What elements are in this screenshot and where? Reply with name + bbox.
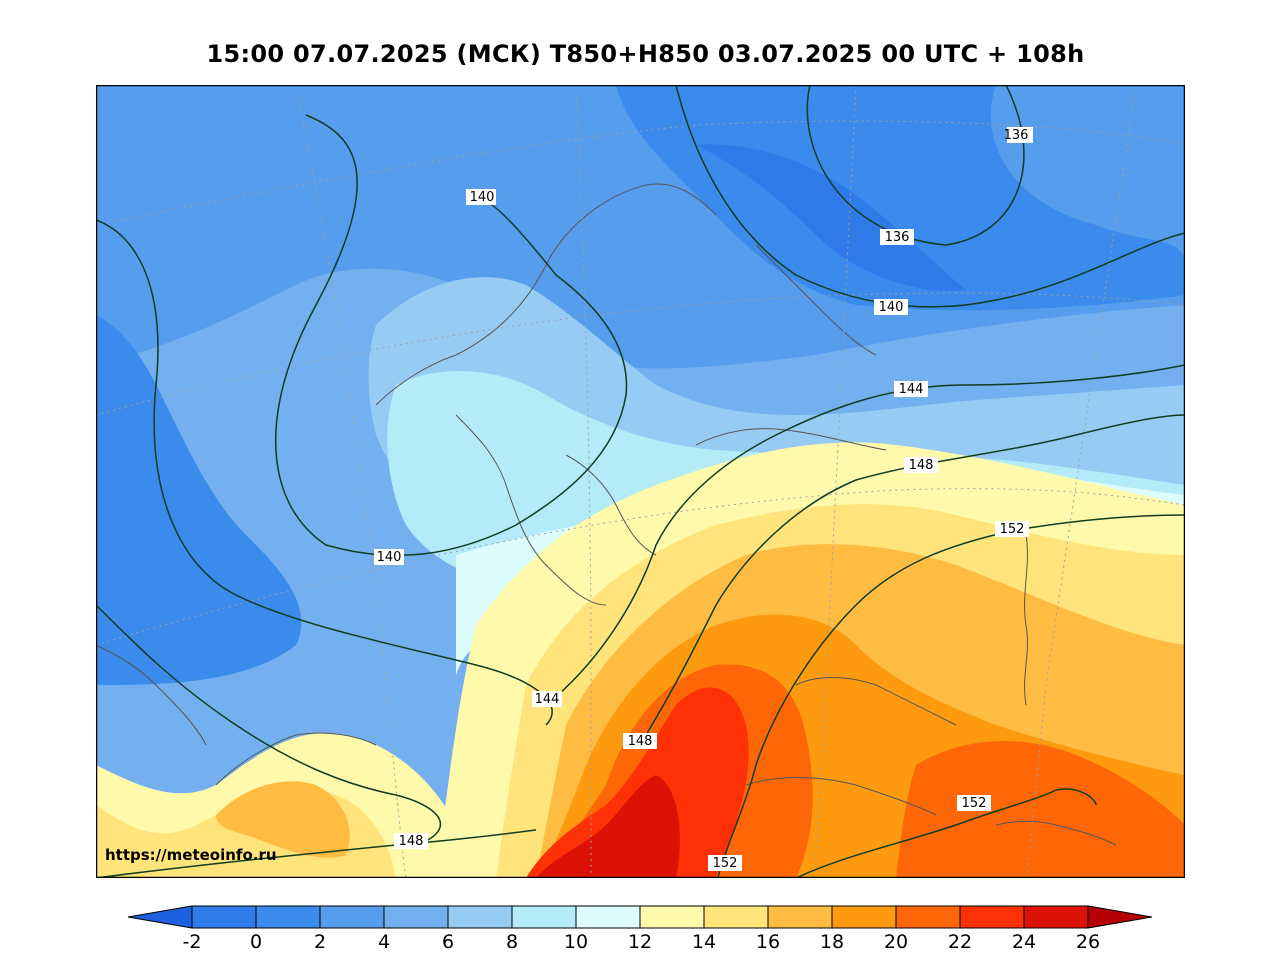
contour-labels: 136 136 140 140 140 144 144 148 148 148 … [374, 127, 1033, 871]
field-southwest-3 [216, 781, 350, 858]
field-warm-26 [536, 775, 680, 878]
contours [96, 85, 1185, 878]
colorbar-swatch [575, 905, 641, 929]
colorbar-swatch [703, 905, 769, 929]
field-core-cold [696, 144, 966, 291]
field-coldest-north [616, 85, 1185, 311]
temperature-map: 136 136 140 140 140 144 144 148 148 148 … [96, 85, 1185, 878]
colorbar-tick-label: 26 [1076, 931, 1100, 953]
contour-label: 152 [713, 856, 738, 871]
contour-label: 152 [962, 796, 987, 811]
colorbar-tick-label: 22 [948, 931, 972, 953]
graticule [96, 85, 1185, 878]
contour-label: 148 [909, 458, 934, 473]
contour-label: 148 [628, 734, 653, 749]
contour-label: 136 [1004, 128, 1029, 143]
colorbar-tick-label: 20 [884, 931, 908, 953]
colorbar-swatch [1023, 905, 1089, 929]
colorbar-tick-label: 24 [1012, 931, 1036, 953]
coastlines [96, 183, 1117, 846]
colorbar-tick-label: 0 [250, 931, 262, 953]
colorbar-swatch [831, 905, 897, 929]
colorbar-swatch [511, 905, 577, 929]
contour-label: 144 [899, 382, 924, 397]
field-warm-24 [526, 687, 749, 878]
contour-label: 140 [470, 190, 495, 205]
colorbar-tick-label: 14 [692, 931, 716, 953]
map-title: 15:00 07.07.2025 (МСК) T850+H850 03.07.2… [206, 40, 1085, 68]
colorbar-swatch [319, 905, 385, 929]
colorbar-tick-label: -2 [183, 931, 202, 953]
colorbar-tick-label: 8 [506, 931, 518, 953]
colorbar-extend-high [1087, 905, 1153, 929]
map-frame [96, 85, 1185, 878]
colorbar-swatch [767, 905, 833, 929]
field-west-cold [96, 315, 302, 685]
contour-label: 140 [377, 550, 402, 565]
colorbar-tick-label: 2 [314, 931, 326, 953]
colorbar-swatch [959, 905, 1025, 929]
colorbar-swatch [255, 905, 321, 929]
colorbar-tick-label: 6 [442, 931, 454, 953]
contour-label: 144 [535, 692, 560, 707]
colorbar-tick-label: 10 [564, 931, 588, 953]
colorbar-swatch [383, 905, 449, 929]
colorbar-tick-label: 16 [756, 931, 780, 953]
colorbar-tick-label: 12 [628, 931, 652, 953]
contour-label: 136 [885, 230, 910, 245]
colorbar-swatch [447, 905, 513, 929]
colorbar-swatch [639, 905, 705, 929]
colorbar-swatch [191, 905, 257, 929]
colorbar-tick-label: 4 [378, 931, 390, 953]
colorbar: -2 0 2 4 6 8 10 12 14 16 18 20 22 24 26 [126, 904, 1156, 958]
contour-label: 140 [879, 300, 904, 315]
contour-label: 152 [1000, 522, 1025, 537]
colorbar-extend-low [127, 905, 193, 929]
colorbar-swatch [895, 905, 961, 929]
contour-label: 148 [399, 834, 424, 849]
colorbar-tick-label: 18 [820, 931, 844, 953]
watermark: https://meteoinfo.ru [105, 846, 277, 864]
